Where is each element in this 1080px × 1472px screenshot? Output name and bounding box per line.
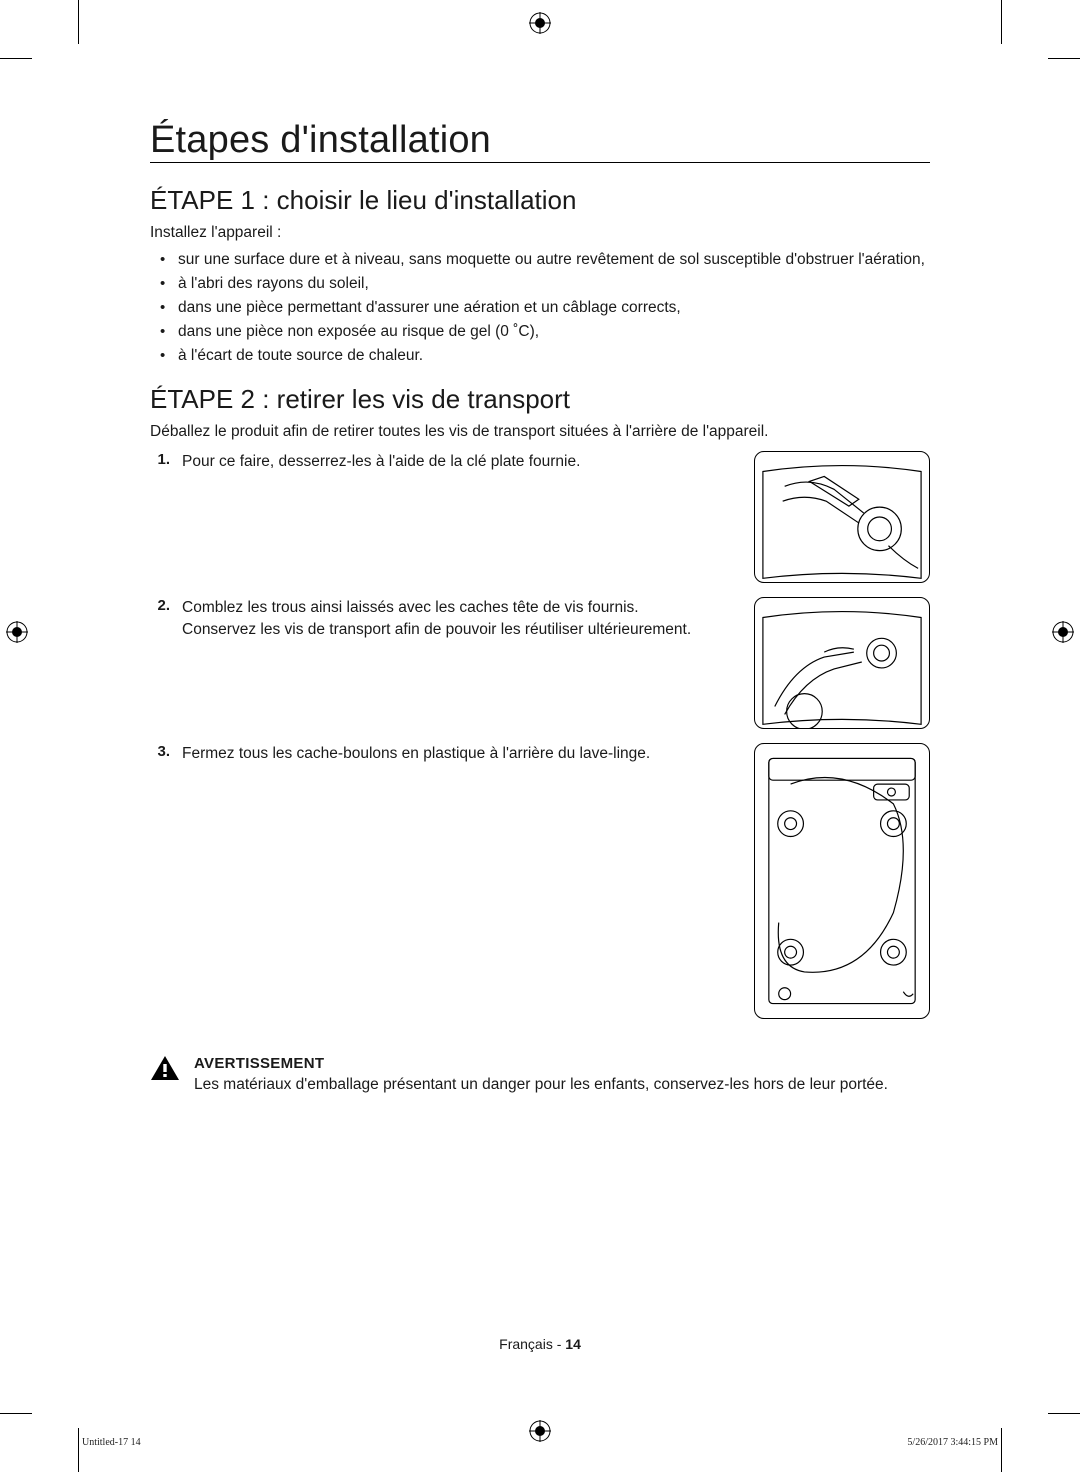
crop-mark (1001, 1428, 1002, 1472)
bullet-item: à l'abri des rayons du soleil, (178, 272, 930, 296)
warning-title: AVERTISSEMENT (194, 1055, 888, 1072)
bullet-item: sur une surface dure et à niveau, sans m… (178, 248, 930, 272)
step-text: 1. Pour ce faire, desserrez-les à l'aide… (150, 451, 736, 473)
section2-title: ÉTAPE 2 : retirer les vis de transport (150, 384, 930, 415)
crop-mark (78, 1428, 79, 1472)
warning-block: AVERTISSEMENT Les matériaux d'emballage … (150, 1055, 930, 1094)
main-heading: Étapes d'installation (150, 120, 497, 162)
warning-icon (150, 1055, 180, 1081)
figure-wrench (754, 451, 930, 583)
figure-washer-back (754, 743, 930, 1019)
warning-body: Les matériaux d'emballage présentant un … (194, 1076, 888, 1094)
warning-text: AVERTISSEMENT Les matériaux d'emballage … (194, 1055, 888, 1094)
step-text: 3. Fermez tous les cache-boulons en plas… (150, 743, 736, 765)
print-footer-right: 5/26/2017 3:44:15 PM (907, 1437, 998, 1448)
crop-mark (0, 58, 32, 59)
registration-mark-top (529, 12, 551, 34)
crop-mark (1001, 0, 1002, 44)
step-number: 1. (150, 451, 170, 473)
registration-mark-left (6, 621, 28, 643)
print-footer-left: Untitled-17 14 (82, 1437, 141, 1448)
content-area: Étapes d'installation ÉTAPE 1 : choisir … (80, 50, 1000, 1094)
crop-mark (1048, 58, 1080, 59)
bullet-item: dans une pièce non exposée au risque de … (178, 320, 930, 344)
step-number: 2. (150, 597, 170, 642)
footer-language: Français (499, 1336, 553, 1352)
step-text: 2. Comblez les trous ainsi laissés avec … (150, 597, 736, 642)
crop-mark (1048, 1413, 1080, 1414)
crop-mark (0, 1413, 32, 1414)
step-row: 1. Pour ce faire, desserrez-les à l'aide… (150, 451, 930, 583)
section1-title: ÉTAPE 1 : choisir le lieu d'installation (150, 185, 930, 216)
bullet-item: dans une pièce permettant d'assurer une … (178, 296, 930, 320)
section2-intro: Déballez le produit afin de retirer tout… (150, 423, 930, 441)
step-body: Fermez tous les cache-boulons en plastiq… (182, 743, 650, 765)
registration-mark-right (1052, 621, 1074, 643)
crop-mark (78, 0, 79, 44)
step-row: 3. Fermez tous les cache-boulons en plas… (150, 743, 930, 1019)
section1-bullet-list: sur une surface dure et à niveau, sans m… (150, 248, 930, 368)
step-number: 3. (150, 743, 170, 765)
step-body: Pour ce faire, desserrez-les à l'aide de… (182, 451, 580, 473)
print-footer: Untitled-17 14 5/26/2017 3:44:15 PM (82, 1437, 998, 1448)
step-body: Comblez les trous ainsi laissés avec les… (182, 597, 691, 642)
page-footer: Français - 14 (80, 1336, 1000, 1352)
main-heading-row: Étapes d'installation (150, 120, 930, 163)
footer-page-number: 14 (565, 1336, 581, 1352)
section1-intro: Installez l'appareil : (150, 224, 930, 242)
step-row: 2. Comblez les trous ainsi laissés avec … (150, 597, 930, 729)
page-frame: Étapes d'installation ÉTAPE 1 : choisir … (80, 50, 1000, 1412)
bullet-item: à l'écart de toute source de chaleur. (178, 344, 930, 368)
figure-cap (754, 597, 930, 729)
footer-separator: - (553, 1336, 565, 1352)
